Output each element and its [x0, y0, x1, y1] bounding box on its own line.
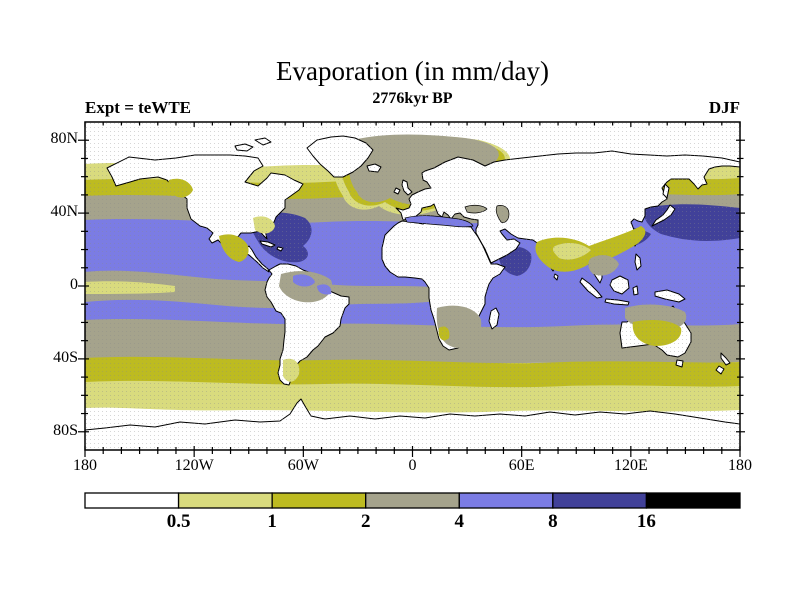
colorbar [84, 492, 741, 509]
colorbar-boundary-label: 4 [454, 511, 465, 532]
y-tick-label: 0 [70, 276, 78, 293]
axis-ticks [78, 122, 745, 457]
experiment-label: Expt = teWTE [85, 98, 192, 117]
y-tick-label: 40S [53, 348, 78, 366]
colorbar-segment [177, 492, 273, 509]
y-tick-label: 40N [50, 203, 78, 221]
x-tick-label: 60E [508, 457, 535, 474]
season-label: DJF [708, 98, 740, 117]
colorbar-boundary-label: 8 [548, 511, 558, 532]
world-map [85, 122, 740, 450]
y-tick-label: 80N [50, 130, 78, 148]
chart-subtitle: 2776kyr BP [372, 90, 453, 107]
colorbar-segment [552, 492, 648, 509]
x-tick-label: 60W [287, 457, 319, 474]
x-tick-label: 120W [174, 457, 214, 474]
colorbar-segment [84, 492, 180, 509]
colorbar-segment [645, 492, 741, 509]
colorbar-segment [365, 492, 460, 509]
colorbar-boundary-label: 0.5 [166, 511, 191, 532]
colorbar-boundary-label: 16 [636, 511, 656, 532]
x-tick-label: 0 [408, 457, 417, 474]
x-tick-label: 180 [73, 457, 97, 474]
chart-title: Evaporation (in mm/day) [276, 56, 549, 86]
y-tick-label: 80S [53, 421, 78, 439]
colorbar-segment [458, 492, 554, 509]
x-tick-label: 180 [728, 457, 752, 474]
stipple-texture [85, 122, 740, 450]
colorbar-boundary-label: 2 [360, 511, 371, 532]
x-tick-label: 120E [613, 457, 648, 474]
colorbar-segment [271, 492, 367, 509]
colorbar-boundary-label: 1 [267, 511, 277, 532]
